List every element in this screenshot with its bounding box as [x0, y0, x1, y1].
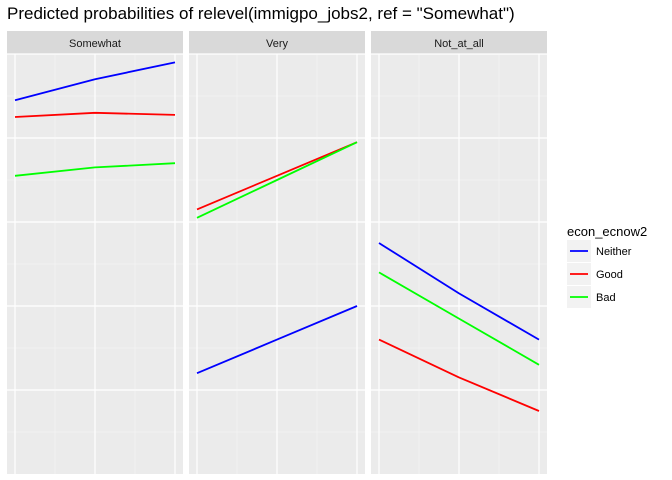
series-line-neither-not-at-all — [378, 242, 540, 341]
facet-label: Very — [266, 38, 289, 50]
legend-label-good: Good — [596, 269, 623, 281]
legend-label-bad: Bad — [596, 292, 616, 304]
legend-title: econ_ecnow2 — [567, 224, 647, 239]
facet-strip — [7, 31, 183, 54]
legend-label-neither: Neither — [596, 246, 632, 258]
facet-strip — [189, 31, 365, 54]
series-line-bad-somewhat — [14, 162, 176, 177]
series-line-bad-very — [196, 141, 358, 219]
series-line-good-not-at-all — [378, 338, 540, 412]
facet-label: Not_at_all — [434, 38, 484, 50]
series-line-neither-very — [196, 305, 358, 375]
facet-strip — [371, 31, 547, 54]
series-line-good-very — [196, 141, 358, 211]
series-line-good-somewhat — [14, 111, 176, 118]
chart-title: Predicted probabilities of relevel(immig… — [7, 4, 515, 23]
series-line-neither-somewhat — [14, 61, 176, 102]
facet-label: Somewhat — [69, 38, 121, 50]
series-line-bad-not-at-all — [378, 271, 540, 366]
